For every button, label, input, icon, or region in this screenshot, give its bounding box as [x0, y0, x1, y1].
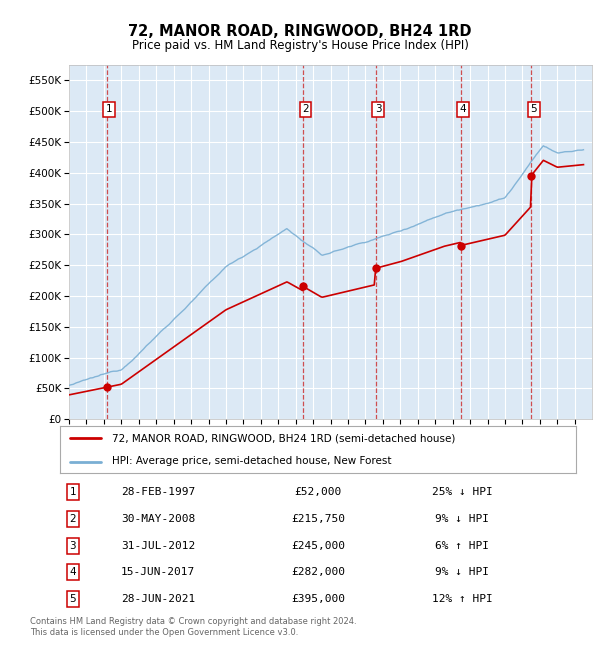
- Text: 9% ↓ HPI: 9% ↓ HPI: [436, 514, 490, 524]
- Text: £245,000: £245,000: [291, 541, 345, 551]
- Text: HPI: Average price, semi-detached house, New Forest: HPI: Average price, semi-detached house,…: [112, 456, 391, 467]
- Text: 72, MANOR ROAD, RINGWOOD, BH24 1RD (semi-detached house): 72, MANOR ROAD, RINGWOOD, BH24 1RD (semi…: [112, 433, 455, 443]
- Text: 9% ↓ HPI: 9% ↓ HPI: [436, 567, 490, 577]
- Text: £52,000: £52,000: [295, 488, 341, 497]
- Text: £215,750: £215,750: [291, 514, 345, 524]
- Text: 1: 1: [106, 104, 113, 114]
- Text: 15-JUN-2017: 15-JUN-2017: [121, 567, 195, 577]
- Text: 30-MAY-2008: 30-MAY-2008: [121, 514, 195, 524]
- Text: 12% ↑ HPI: 12% ↑ HPI: [432, 594, 493, 604]
- Text: Contains HM Land Registry data © Crown copyright and database right 2024.
This d: Contains HM Land Registry data © Crown c…: [30, 618, 356, 637]
- Text: 28-JUN-2021: 28-JUN-2021: [121, 594, 195, 604]
- Text: 2: 2: [70, 514, 76, 524]
- Text: 31-JUL-2012: 31-JUL-2012: [121, 541, 195, 551]
- Text: £282,000: £282,000: [291, 567, 345, 577]
- Text: 72, MANOR ROAD, RINGWOOD, BH24 1RD: 72, MANOR ROAD, RINGWOOD, BH24 1RD: [128, 23, 472, 39]
- Text: 3: 3: [375, 104, 382, 114]
- Text: 5: 5: [70, 594, 76, 604]
- Text: 5: 5: [530, 104, 537, 114]
- Text: 1: 1: [70, 488, 76, 497]
- Text: 6% ↑ HPI: 6% ↑ HPI: [436, 541, 490, 551]
- Text: £395,000: £395,000: [291, 594, 345, 604]
- Text: 3: 3: [70, 541, 76, 551]
- Text: 4: 4: [70, 567, 76, 577]
- Text: 2: 2: [302, 104, 309, 114]
- Text: 4: 4: [460, 104, 466, 114]
- Text: 25% ↓ HPI: 25% ↓ HPI: [432, 488, 493, 497]
- Text: Price paid vs. HM Land Registry's House Price Index (HPI): Price paid vs. HM Land Registry's House …: [131, 39, 469, 52]
- Text: 28-FEB-1997: 28-FEB-1997: [121, 488, 195, 497]
